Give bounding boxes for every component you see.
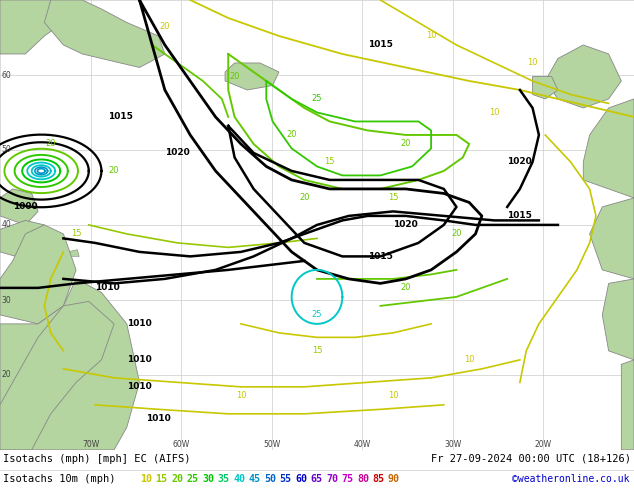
Text: 1010: 1010: [127, 382, 152, 392]
Polygon shape: [621, 360, 634, 450]
Polygon shape: [225, 63, 279, 90]
Polygon shape: [55, 245, 67, 252]
Text: 35: 35: [217, 474, 230, 484]
Text: Fr 27-09-2024 00:00 UTC (18+126): Fr 27-09-2024 00:00 UTC (18+126): [431, 454, 631, 464]
Text: 20: 20: [230, 72, 240, 81]
Text: 20: 20: [299, 194, 309, 202]
Polygon shape: [49, 259, 60, 266]
Text: 20: 20: [401, 283, 411, 293]
Text: 1010: 1010: [127, 319, 152, 328]
Polygon shape: [590, 198, 634, 279]
Text: 15: 15: [71, 229, 81, 239]
Text: 25: 25: [312, 95, 322, 103]
Polygon shape: [0, 301, 114, 450]
Text: 1000: 1000: [13, 202, 37, 211]
Text: 15: 15: [312, 346, 322, 355]
Text: 1010: 1010: [127, 355, 152, 365]
Text: 1010: 1010: [95, 283, 120, 293]
Text: 75: 75: [342, 474, 354, 484]
Polygon shape: [602, 279, 634, 360]
Text: 20: 20: [401, 140, 411, 148]
Text: 25: 25: [312, 310, 322, 319]
Text: 20: 20: [1, 370, 11, 379]
Text: 55: 55: [280, 474, 292, 484]
Text: 10: 10: [426, 31, 436, 41]
Text: 10: 10: [527, 58, 538, 68]
Text: Isotachs 10m (mph): Isotachs 10m (mph): [3, 474, 115, 484]
Text: 40W: 40W: [353, 440, 371, 449]
Text: 60: 60: [295, 474, 307, 484]
Text: 20: 20: [109, 167, 119, 175]
Text: 1010: 1010: [146, 414, 171, 423]
Polygon shape: [44, 0, 165, 68]
Polygon shape: [545, 45, 621, 108]
Text: 10: 10: [140, 474, 152, 484]
Text: 10: 10: [236, 392, 246, 400]
Text: 10: 10: [464, 355, 474, 365]
Text: 20: 20: [451, 229, 462, 239]
Text: 20: 20: [171, 474, 183, 484]
Text: Isotachs (mph) [mph] EC (AIFS): Isotachs (mph) [mph] EC (AIFS): [3, 454, 190, 464]
Text: 50W: 50W: [263, 440, 281, 449]
Text: 1015: 1015: [368, 41, 393, 49]
Text: 60: 60: [1, 71, 11, 79]
Text: 15: 15: [325, 157, 335, 167]
Polygon shape: [42, 236, 54, 243]
Polygon shape: [533, 76, 558, 99]
Polygon shape: [583, 99, 634, 198]
Text: 30: 30: [1, 295, 11, 304]
Text: 65: 65: [311, 474, 323, 484]
Text: 50: 50: [1, 146, 11, 154]
Text: 70W: 70W: [82, 440, 100, 449]
Polygon shape: [0, 220, 51, 261]
Polygon shape: [0, 189, 38, 225]
Text: 1020: 1020: [507, 157, 533, 167]
Text: 20W: 20W: [534, 440, 552, 449]
Text: 20: 20: [160, 23, 170, 31]
Text: 50: 50: [264, 474, 276, 484]
Text: 15: 15: [388, 194, 398, 202]
Text: 70: 70: [326, 474, 338, 484]
Polygon shape: [0, 0, 82, 54]
Polygon shape: [0, 225, 76, 324]
Text: 1015: 1015: [108, 112, 133, 122]
Text: 1020: 1020: [165, 148, 190, 157]
Text: 30W: 30W: [444, 440, 462, 449]
Text: 40: 40: [233, 474, 245, 484]
Text: ©weatheronline.co.uk: ©weatheronline.co.uk: [512, 474, 629, 484]
Text: 20: 20: [287, 130, 297, 140]
Text: 10: 10: [388, 392, 398, 400]
Text: 1020: 1020: [393, 220, 418, 229]
Text: 20: 20: [46, 140, 56, 148]
Text: 25: 25: [186, 474, 198, 484]
Text: 1015: 1015: [368, 252, 393, 261]
Text: 1015: 1015: [507, 211, 533, 220]
Text: 90: 90: [388, 474, 400, 484]
Text: 80: 80: [357, 474, 369, 484]
Text: 45: 45: [249, 474, 261, 484]
Text: 15: 15: [155, 474, 167, 484]
Polygon shape: [0, 279, 139, 450]
Text: 10: 10: [489, 108, 500, 117]
Text: 85: 85: [373, 474, 384, 484]
Text: 30: 30: [202, 474, 214, 484]
Text: 60W: 60W: [172, 440, 190, 449]
Text: 40: 40: [1, 220, 11, 229]
Polygon shape: [68, 249, 79, 256]
